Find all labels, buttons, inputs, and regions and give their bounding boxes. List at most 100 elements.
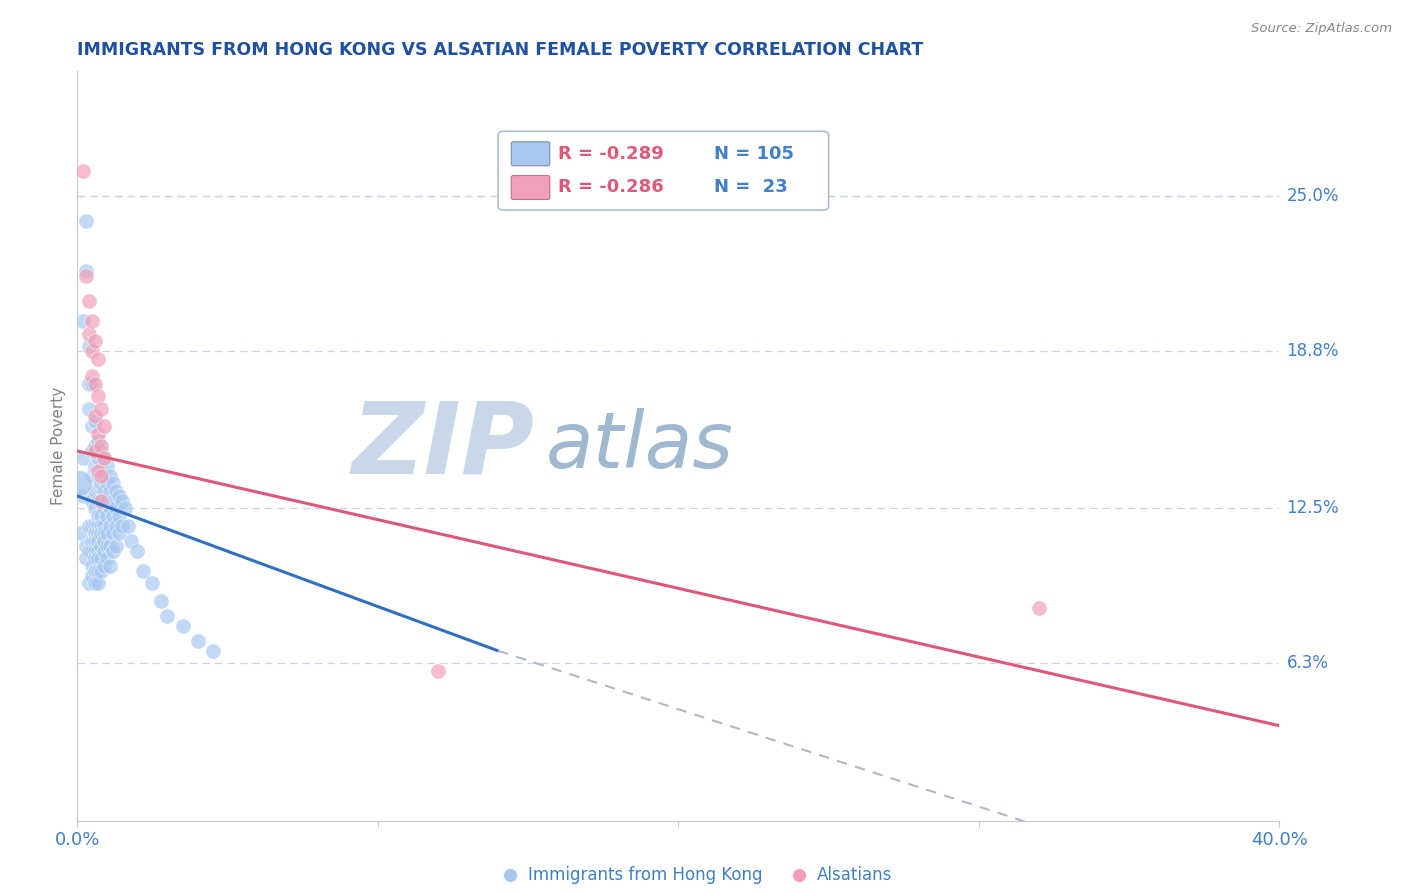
Point [82,419,104,434]
Point [96,476,118,491]
Point [90,444,112,458]
Point [82,376,104,391]
Point [75,539,97,553]
Point [90,494,112,508]
Point [105,483,128,498]
Point [79,294,101,309]
Point [103,544,125,558]
Point [90,439,112,453]
Point [90,476,112,491]
Point [84,526,107,541]
Point [90,469,112,483]
Point [79,544,101,558]
Point [105,539,128,553]
Point [93,544,115,558]
Point [1028,601,1050,615]
Point [105,501,128,516]
Point [150,594,173,608]
Point [96,526,118,541]
Text: N =  23: N = 23 [714,178,789,196]
Point [87,389,110,403]
Text: R = -0.289: R = -0.289 [558,145,664,162]
Point [87,434,110,448]
Point [82,369,104,384]
Point [93,469,115,483]
Point [93,483,115,498]
Point [72,314,94,328]
Point [93,558,115,573]
Point [100,501,122,516]
Point [100,558,122,573]
Point [84,409,107,423]
Point [82,469,104,483]
Point [82,544,104,558]
Point [69,526,91,541]
Point [84,551,107,566]
Point [87,519,110,533]
Point [82,444,104,458]
Text: 25.0%: 25.0% [1286,187,1339,205]
Text: 12.5%: 12.5% [1286,500,1339,517]
Point [90,519,112,533]
Point [120,533,142,548]
Point [84,576,107,591]
Point [90,564,112,578]
Point [72,489,94,503]
Y-axis label: Female Poverty: Female Poverty [51,387,66,505]
Point [75,264,97,278]
Point [132,564,155,578]
Text: ZIP: ZIP [352,398,534,494]
Point [103,526,125,541]
Point [93,519,115,533]
Point [87,544,110,558]
Point [108,526,131,541]
Point [141,576,163,591]
Point [96,494,118,508]
Text: 18.8%: 18.8% [1286,343,1339,360]
Point [82,519,104,533]
Point [84,334,107,348]
Point [75,214,97,228]
Point [103,508,125,523]
Point [172,619,194,633]
Point [72,451,94,466]
Point [90,494,112,508]
Point [108,489,131,503]
Point [87,564,110,578]
Point [84,519,107,533]
FancyBboxPatch shape [512,142,550,166]
Point [103,494,125,508]
Point [84,444,107,458]
Point [87,469,110,483]
FancyBboxPatch shape [512,176,550,200]
Point [186,633,209,648]
Text: N = 105: N = 105 [714,145,794,162]
Point [82,569,104,583]
Point [79,519,101,533]
Point [84,564,107,578]
Point [96,539,118,553]
Point [75,269,97,284]
Point [87,426,110,441]
Point [90,526,112,541]
Point [87,526,110,541]
Text: atlas: atlas [546,408,734,484]
Point [82,494,104,508]
Point [87,576,110,591]
Text: R = -0.286: R = -0.286 [558,178,664,196]
Point [90,401,112,416]
Point [96,508,118,523]
Point [100,539,122,553]
Point [79,576,101,591]
Point [82,344,104,359]
Point [117,519,139,533]
Point [111,494,134,508]
Text: 6.3%: 6.3% [1286,655,1329,673]
Point [82,314,104,328]
Point [79,401,101,416]
Point [100,469,122,483]
Point [111,519,134,533]
Point [84,414,107,428]
Point [87,494,110,508]
Point [108,508,131,523]
